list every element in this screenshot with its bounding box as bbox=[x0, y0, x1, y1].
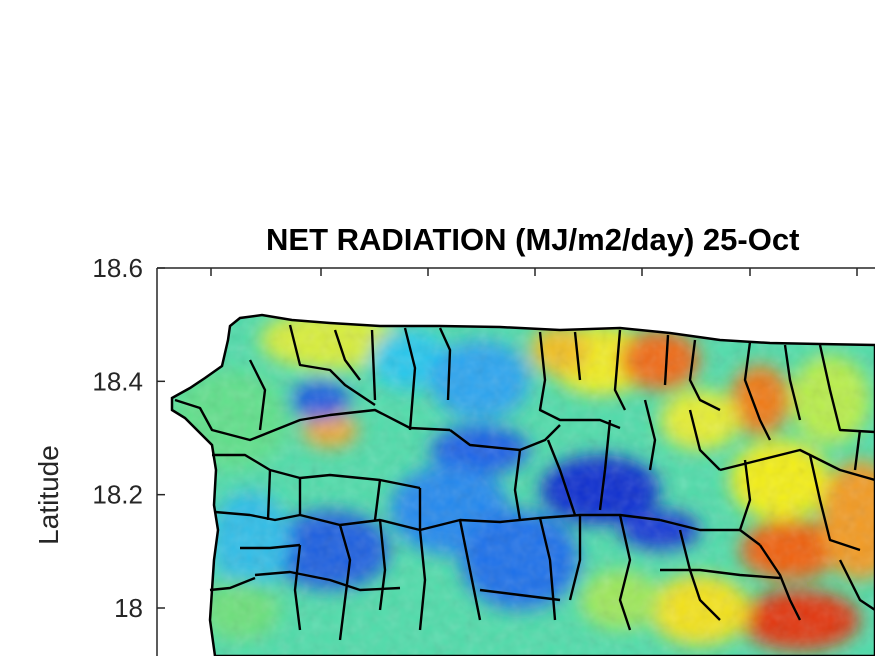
boundary-line bbox=[719, 448, 875, 482]
y-tick-label: 18.6 bbox=[92, 253, 143, 283]
boundary-line bbox=[573, 331, 582, 381]
radiation-field bbox=[172, 315, 875, 656]
figure-title: NET RADIATION (MJ/m2/day) 25-Oct bbox=[266, 222, 800, 257]
boundary-line bbox=[659, 518, 740, 532]
boundary-line bbox=[743, 341, 772, 441]
boundary-line bbox=[688, 339, 721, 412]
boundary-line bbox=[248, 359, 267, 431]
boundary-line bbox=[240, 543, 301, 550]
boundary-line bbox=[783, 344, 802, 421]
boundary-line bbox=[818, 344, 875, 434]
boundary-line bbox=[546, 439, 577, 516]
boundary-line bbox=[479, 588, 561, 602]
boundary-line bbox=[418, 529, 427, 631]
municipality-boundaries bbox=[174, 324, 875, 641]
boundary-line bbox=[513, 449, 522, 521]
boundary-line bbox=[458, 519, 482, 621]
field-noise bbox=[172, 315, 875, 656]
boundary-line bbox=[403, 327, 417, 431]
boundary-line bbox=[370, 329, 377, 401]
boundary-line bbox=[438, 327, 452, 401]
axes bbox=[156, 267, 875, 656]
boundary-line bbox=[618, 514, 632, 631]
boundary-line bbox=[174, 398, 451, 442]
boundary-line bbox=[853, 429, 862, 471]
boundary-line bbox=[598, 419, 612, 511]
boundary-line bbox=[688, 409, 721, 471]
y-tick-label: 18.4 bbox=[92, 366, 143, 396]
boundary-line bbox=[209, 576, 256, 592]
boundary-line bbox=[538, 331, 621, 430]
boundary-line bbox=[808, 454, 861, 552]
y-tick-label: 18.2 bbox=[92, 480, 143, 510]
boundary-line bbox=[293, 544, 302, 631]
boundary-line bbox=[613, 329, 627, 411]
boundary-line bbox=[266, 469, 272, 521]
boundary-line bbox=[643, 399, 657, 471]
boundary-line bbox=[738, 459, 761, 546]
boundary-line bbox=[333, 329, 361, 381]
boundary-line bbox=[838, 559, 875, 611]
boundary-line bbox=[568, 515, 582, 601]
boundary-line bbox=[678, 529, 721, 621]
boundary-line bbox=[373, 479, 382, 521]
y-axis-label: Latitude bbox=[33, 445, 64, 545]
boundary-line bbox=[338, 524, 352, 641]
y-ticks: 18.6 18.4 18.2 18 bbox=[92, 253, 165, 623]
boundary-line bbox=[660, 568, 781, 580]
boundary-line bbox=[288, 324, 376, 406]
boundary-line bbox=[759, 544, 802, 621]
boundary-line bbox=[663, 334, 670, 386]
y-tick-label: 18 bbox=[114, 593, 143, 623]
boundary-line bbox=[254, 570, 401, 592]
boundary-line bbox=[378, 519, 387, 611]
